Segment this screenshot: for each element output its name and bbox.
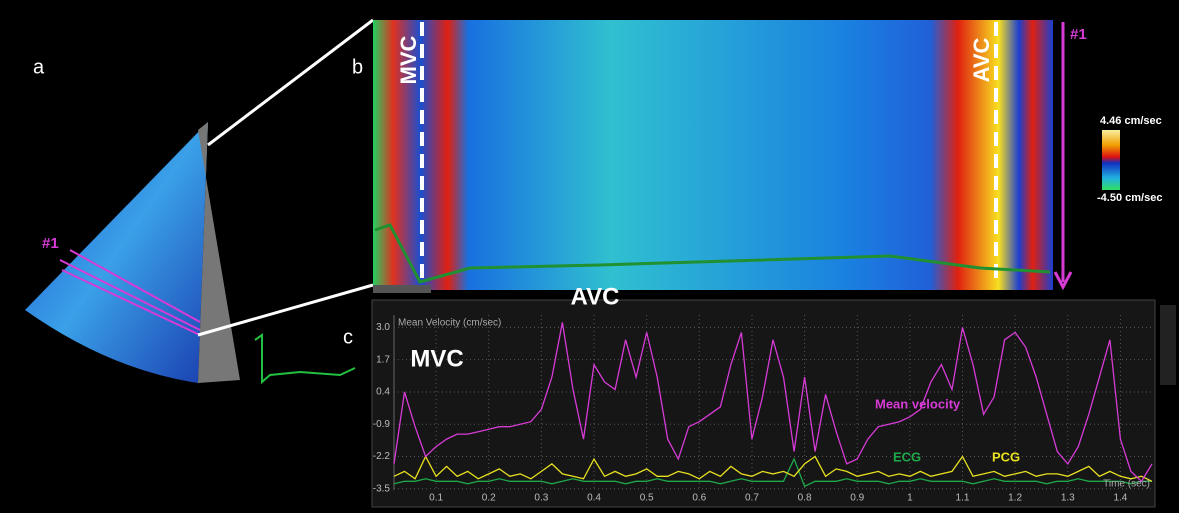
x-tick-label: 0.9 — [850, 493, 864, 504]
echo-sector — [25, 122, 208, 383]
x-tick-label: 1 — [907, 493, 913, 504]
panel-label: b — [352, 56, 363, 78]
zoom-line — [197, 283, 374, 337]
series-line — [393, 455, 1153, 482]
x-axis-label: Time (sec) — [1103, 479, 1150, 490]
zoom-line — [207, 18, 374, 147]
x-tick-label: 0.8 — [798, 493, 812, 504]
legend-label: PCG — [992, 449, 1020, 464]
y-tick-label: -3.5 — [373, 483, 391, 494]
x-tick-label: 0.5 — [640, 493, 654, 504]
annotation: MVC — [410, 345, 463, 372]
x-tick-label: 0.4 — [587, 493, 601, 504]
colorbar — [1102, 130, 1120, 190]
trace — [374, 223, 1051, 284]
annotation: AVC — [969, 37, 994, 82]
y-tick-label: -0.9 — [373, 419, 391, 430]
legend-label: ECG — [893, 449, 921, 464]
marker: #1 — [42, 235, 59, 252]
series-line — [393, 457, 1152, 488]
y-tick-label: 3.0 — [376, 322, 390, 333]
y-tick-label: -2.2 — [373, 451, 391, 462]
x-tick-label: 1.1 — [956, 493, 970, 504]
x-tick-label: 1.4 — [1113, 493, 1127, 504]
scroll — [373, 285, 431, 293]
echo-gray — [198, 122, 240, 383]
toolbar[interactable] — [1160, 305, 1176, 385]
arrow-head — [1053, 271, 1073, 291]
x-tick-label: 1.2 — [1008, 493, 1022, 504]
x-tick-label: 0.2 — [482, 493, 496, 504]
annotation: AVC — [571, 283, 620, 310]
chart-frame — [371, 299, 1156, 508]
x-tick-label: 0.6 — [692, 493, 706, 504]
series-line — [393, 322, 1153, 483]
ecg-trace — [254, 333, 356, 385]
m-mode-image — [373, 20, 1053, 290]
annotation: MVC — [396, 35, 421, 84]
x-tick-label: 1.3 — [1061, 493, 1075, 504]
marker: #1 — [1070, 26, 1087, 43]
y-axis-label: Mean Velocity (cm/sec) — [398, 318, 501, 329]
panel-label: a — [33, 56, 45, 78]
y-tick-label: 1.7 — [376, 354, 390, 365]
x-tick-label: 0.3 — [534, 493, 548, 504]
y-tick-label: 0.4 — [376, 387, 390, 398]
roi — [59, 249, 201, 336]
panel-label: c — [343, 326, 353, 348]
x-tick-label: 0.1 — [429, 493, 443, 504]
legend-label: Mean velocity — [875, 396, 961, 411]
colorbar-label: -4.50 cm/sec — [1097, 192, 1162, 204]
colorbar-label: 4.46 cm/sec — [1100, 115, 1162, 127]
x-tick-label: 0.7 — [745, 493, 759, 504]
